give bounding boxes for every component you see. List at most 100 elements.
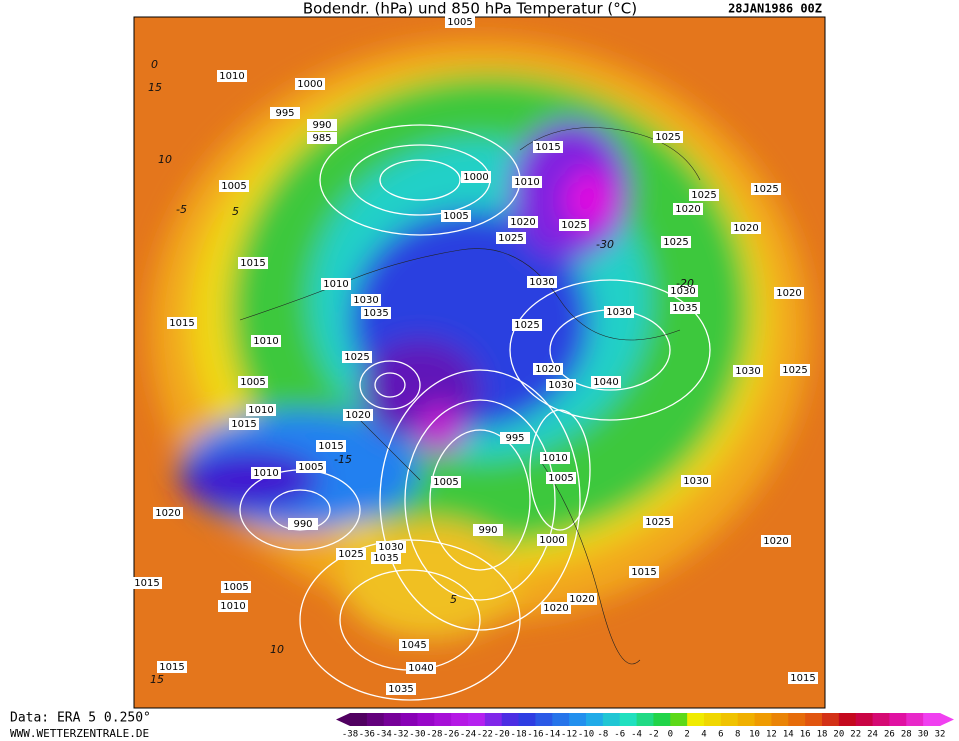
isobar-label: 1010 <box>253 336 278 347</box>
isobar-label: 1040 <box>593 377 618 388</box>
isobar-label: 1035 <box>672 303 697 314</box>
isobar-label: 1030 <box>378 542 403 553</box>
isobar-label: 1005 <box>433 477 458 488</box>
isobar-label: 1010 <box>253 468 278 479</box>
isobar-label-box <box>751 183 781 195</box>
isobar-label: 1005 <box>298 462 323 473</box>
isobar-label: 985 <box>312 133 331 144</box>
legend-tick-label: 2 <box>684 730 689 740</box>
isobar-label-box <box>533 141 563 153</box>
isobar-label: 1005 <box>443 211 468 222</box>
isobar-label: 1025 <box>498 233 523 244</box>
legend-swatch <box>569 713 587 726</box>
legend-tick-label: 28 <box>901 730 912 740</box>
isobar-label: 1025 <box>561 220 586 231</box>
isobar-label-box <box>153 507 183 519</box>
legend-tick-label: -34 <box>376 730 392 740</box>
legend-tick-label: 4 <box>701 730 706 740</box>
isobar-label-box <box>307 119 337 131</box>
legend-swatch <box>417 713 435 726</box>
legend-swatch <box>501 713 520 726</box>
isobar-label-box <box>445 16 475 28</box>
isobar-label: 1020 <box>675 204 700 215</box>
legend-swatch <box>619 713 638 726</box>
legend-tick-label: -30 <box>409 730 425 740</box>
legend-swatch <box>788 713 806 726</box>
isobar-label-box <box>567 593 597 605</box>
legend-swatch <box>906 713 924 726</box>
isobar-label-box <box>270 107 300 119</box>
isobar-label-box <box>761 535 791 547</box>
isobar-label-box <box>541 602 571 614</box>
isobar-label: 1025 <box>782 365 807 376</box>
isobar-label-box <box>643 516 673 528</box>
legend-tick-label: 0 <box>668 730 673 740</box>
isobar-label-box <box>546 472 576 484</box>
legend-tick-label: -22 <box>477 730 493 740</box>
isobar-label-box <box>533 363 563 375</box>
isotherm-label: 15 <box>148 81 162 94</box>
legend-tick-label: 24 <box>867 730 878 740</box>
data-source: Data: ERA 5 0.250° <box>10 711 151 726</box>
isobar-label: 1030 <box>606 307 631 318</box>
legend-tick-label: -32 <box>392 730 408 740</box>
isobars <box>239 124 711 701</box>
legend-tick-label: 30 <box>918 730 929 740</box>
isobar-label: 1015 <box>169 318 194 329</box>
isobar-label: 990 <box>478 525 497 536</box>
isobar-label: 1015 <box>790 673 815 684</box>
isobar-label: 1020 <box>763 536 788 547</box>
legend-tick-label: -24 <box>460 730 476 740</box>
legend-tick-label: -36 <box>359 730 375 740</box>
isotherm-label: 10 <box>270 643 284 656</box>
legend-swatch <box>484 713 503 726</box>
isobar-label: 1000 <box>539 535 564 546</box>
isobar-label: 1015 <box>240 258 265 269</box>
isobar-label: 1005 <box>548 473 573 484</box>
legend-tick-label: 14 <box>783 730 794 740</box>
isobar-label: 1020 <box>535 364 560 375</box>
legend-tick-label: -4 <box>631 730 642 740</box>
website: WWW.WETTERZENTRALE.DE <box>10 727 149 740</box>
legend-tick-label: -28 <box>426 730 442 740</box>
legend-tick-label: -38 <box>342 730 358 740</box>
isobar-label-box <box>295 78 325 90</box>
title: Bodendr. (hPa) und 850 hPa Temperatur (°… <box>303 0 637 18</box>
isobar-label: 1000 <box>297 79 322 90</box>
isobar-label: 1020 <box>776 288 801 299</box>
legend-swatch <box>434 713 452 726</box>
legend-swatch <box>805 713 823 726</box>
isobar-label: 1040 <box>408 663 433 674</box>
legend-tick-label: 18 <box>817 730 828 740</box>
isobar-label: 995 <box>505 433 524 444</box>
isobar-label-box <box>217 70 247 82</box>
legend-tick-label: -18 <box>510 730 526 740</box>
legend-swatch <box>653 713 671 726</box>
isobar-label: 1020 <box>345 410 370 421</box>
isobar-label: 1010 <box>219 71 244 82</box>
isobar-label-box <box>591 376 621 388</box>
legend-swatch <box>602 713 621 726</box>
isobar-label-box <box>668 285 698 297</box>
isobar-label: 1020 <box>569 594 594 605</box>
legend-swatch <box>737 713 756 726</box>
isobar-label: 1015 <box>535 142 560 153</box>
isobar-label-box <box>399 639 429 651</box>
legend-swatch <box>350 713 368 726</box>
isobar-label-box <box>496 232 526 244</box>
isobar-label: 1000 <box>463 172 488 183</box>
isobar-label: 995 <box>275 108 294 119</box>
isobar-label-box <box>500 432 530 444</box>
isobar-label: 1015 <box>134 578 159 589</box>
legend-tick-label: -8 <box>597 730 608 740</box>
isobar-label: 1035 <box>373 553 398 564</box>
legend-swatch <box>400 713 418 726</box>
isobar-label-box <box>376 541 406 553</box>
isobar-label-box <box>386 683 416 695</box>
legend-swatch <box>535 713 553 726</box>
isobar-label: 1015 <box>159 662 184 673</box>
isobar-label-box <box>321 278 351 290</box>
isobar-label-box <box>527 276 557 288</box>
isobar-label: 1045 <box>401 640 426 651</box>
isobar-label: 1020 <box>543 603 568 614</box>
